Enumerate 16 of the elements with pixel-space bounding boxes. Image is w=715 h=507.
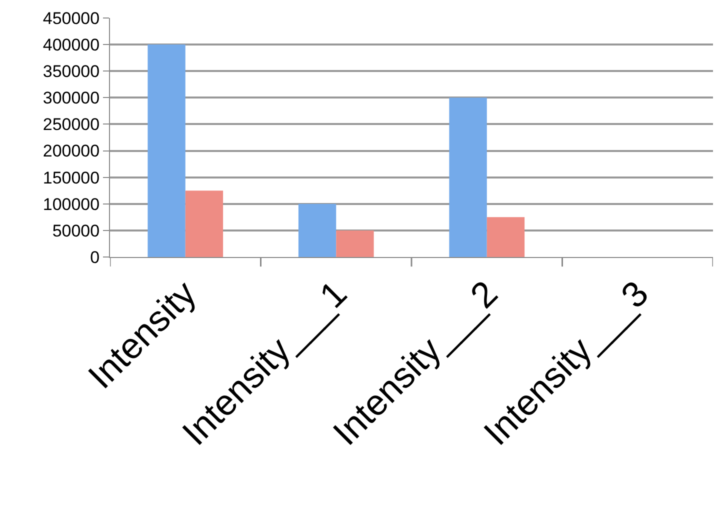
bar xyxy=(298,204,336,257)
y-tick-label: 0 xyxy=(90,248,100,267)
y-tick-label: 400000 xyxy=(42,36,100,55)
bar xyxy=(148,44,186,257)
y-tick-label: 50000 xyxy=(52,221,100,240)
bar xyxy=(486,217,525,257)
y-tick-label: 150000 xyxy=(42,168,100,188)
y-tick-label: 350000 xyxy=(42,62,100,82)
y-tick-label: 100000 xyxy=(42,194,100,214)
y-tick-label: 250000 xyxy=(42,115,100,134)
bar xyxy=(449,98,487,257)
bar xyxy=(336,230,374,257)
bar xyxy=(185,190,224,257)
y-tick-label: 300000 xyxy=(42,88,100,108)
y-tick-label: 450000 xyxy=(42,8,100,28)
y-tick-label: 200000 xyxy=(42,142,100,161)
